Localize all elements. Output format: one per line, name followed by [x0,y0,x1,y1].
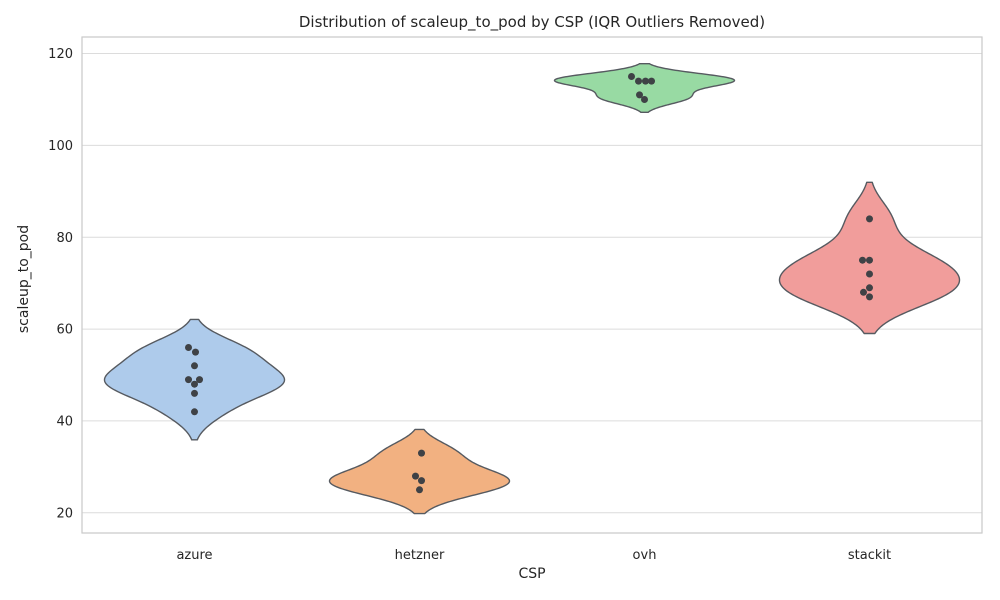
data-point [185,376,192,384]
data-point [191,389,198,397]
violin-azure [103,318,286,441]
data-point [192,348,199,356]
data-point [648,77,655,85]
data-point [636,91,643,99]
data-point [642,77,649,85]
data-point [191,408,198,416]
data-point [859,256,866,264]
x-axis-label: CSP [518,566,546,582]
data-point [866,284,873,292]
violin-ovh [553,62,736,113]
data-point [416,486,423,494]
data-point [191,380,198,388]
data-point [196,376,203,384]
y-tick-label: 100 [48,139,73,154]
x-tick-label: hetzner [395,548,445,563]
data-point [412,472,419,480]
y-tick-label: 20 [56,506,73,521]
data-point [860,288,867,296]
data-point [866,293,873,301]
y-tick-label: 40 [56,415,73,430]
x-tick-label: azure [176,548,212,563]
data-point [866,256,873,264]
data-point [635,77,642,85]
data-point [628,73,635,80]
x-tick-label: stackit [848,548,891,563]
data-point [866,215,873,223]
x-tick-label: ovh [633,548,657,563]
data-point [641,96,648,103]
data-point [418,449,425,457]
data-point [191,362,198,370]
y-tick-label: 120 [48,47,73,62]
y-axis-label: scaleup_to_pod [16,224,32,334]
y-tick-label: 60 [56,323,73,338]
data-point [866,270,873,278]
data-point [185,344,192,351]
data-point [418,477,425,485]
y-tick-label: 80 [56,231,73,246]
chart-title: Distribution of scaleup_to_pod by CSP (I… [298,13,766,31]
plot-border [81,36,983,534]
violin-hetzner [328,428,511,515]
